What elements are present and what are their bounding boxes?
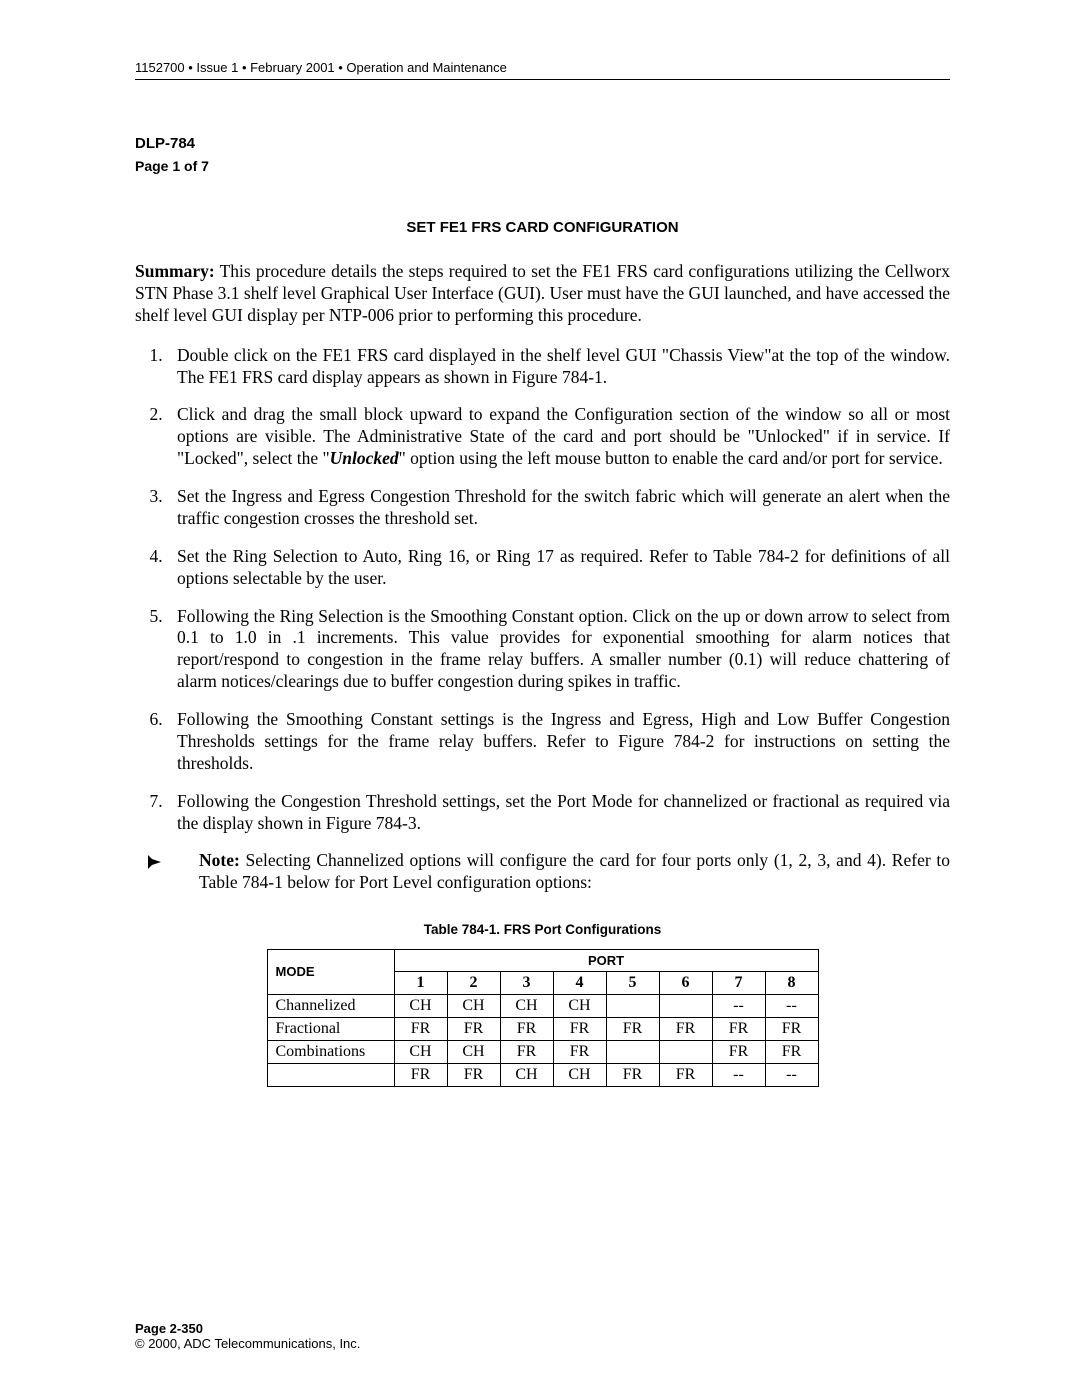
cell: FR [553, 1017, 606, 1040]
cell: CH [394, 994, 447, 1017]
cell: FR [394, 1017, 447, 1040]
note-row: Note: Selecting Channelized options will… [145, 850, 950, 894]
col-6: 6 [659, 971, 712, 994]
cell: FR [447, 1063, 500, 1086]
step-7: Following the Congestion Threshold setti… [167, 791, 950, 835]
cell: FR [712, 1040, 765, 1063]
cell: FR [606, 1017, 659, 1040]
summary-label: Summary: [135, 261, 215, 281]
dlp-code: DLP-784 [135, 135, 950, 152]
cell: CH [447, 994, 500, 1017]
cell: CH [500, 994, 553, 1017]
col-5: 5 [606, 971, 659, 994]
cell: CH [394, 1040, 447, 1063]
col-2: 2 [447, 971, 500, 994]
cell: CH [553, 1063, 606, 1086]
table-row: FR FR CH CH FR FR -- -- [267, 1063, 818, 1086]
cell [659, 1040, 712, 1063]
document-title: SET FE1 FRS CARD CONFIGURATION [135, 219, 950, 236]
step-3: Set the Ingress and Egress Congestion Th… [167, 486, 950, 530]
col-1: 1 [394, 971, 447, 994]
footer-copyright: © 2000, ADC Telecommunications, Inc. [135, 1336, 360, 1351]
table-row: Channelized CH CH CH CH -- -- [267, 994, 818, 1017]
cell: -- [765, 1063, 818, 1086]
summary-paragraph: Summary: This procedure details the step… [135, 261, 950, 327]
cell: FR [659, 1063, 712, 1086]
mode-cell: Channelized [267, 994, 394, 1017]
footer: Page 2-350 © 2000, ADC Telecommunication… [135, 1321, 360, 1351]
summary-text: This procedure details the steps require… [135, 261, 950, 325]
cell: FR [394, 1063, 447, 1086]
col-8: 8 [765, 971, 818, 994]
pointer-icon [145, 854, 161, 870]
procedure-list: Double click on the FE1 FRS card display… [135, 345, 950, 835]
note-label: Note: [199, 850, 240, 870]
cell: CH [553, 994, 606, 1017]
cell: FR [500, 1017, 553, 1040]
step-1: Double click on the FE1 FRS card display… [167, 345, 950, 389]
col-7: 7 [712, 971, 765, 994]
step-6: Following the Smoothing Constant setting… [167, 709, 950, 775]
col-4: 4 [553, 971, 606, 994]
mode-cell [267, 1063, 394, 1086]
cell: FR [606, 1063, 659, 1086]
mode-header: MODE [267, 949, 394, 994]
cell: FR [553, 1040, 606, 1063]
table-row: Fractional FR FR FR FR FR FR FR FR [267, 1017, 818, 1040]
cell: -- [765, 994, 818, 1017]
cell [659, 994, 712, 1017]
cell: FR [659, 1017, 712, 1040]
table-caption: Table 784-1. FRS Port Configurations [135, 922, 950, 937]
mode-cell: Fractional [267, 1017, 394, 1040]
note-body: Note: Selecting Channelized options will… [199, 850, 950, 894]
cell: FR [765, 1040, 818, 1063]
running-header: 1152700 • Issue 1 • February 2001 • Oper… [135, 60, 950, 80]
cell: CH [447, 1040, 500, 1063]
mode-cell: Combinations [267, 1040, 394, 1063]
port-config-table: MODE PORT 1 2 3 4 5 6 7 8 Channelized CH… [267, 949, 819, 1087]
page-count: Page 1 of 7 [135, 158, 950, 174]
step-2: Click and drag the small block upward to… [167, 404, 950, 470]
col-3: 3 [500, 971, 553, 994]
port-header: PORT [394, 949, 818, 971]
step-4: Set the Ring Selection to Auto, Ring 16,… [167, 546, 950, 590]
cell: -- [712, 994, 765, 1017]
document-page: 1152700 • Issue 1 • February 2001 • Oper… [0, 0, 1080, 1397]
step-5: Following the Ring Selection is the Smoo… [167, 606, 950, 694]
cell: CH [500, 1063, 553, 1086]
table-row: Combinations CH CH FR FR FR FR [267, 1040, 818, 1063]
step-2-unlocked: Unlocked [330, 448, 399, 468]
cell [606, 994, 659, 1017]
footer-page: Page 2-350 [135, 1321, 360, 1336]
cell [606, 1040, 659, 1063]
table-header-row: MODE PORT [267, 949, 818, 971]
cell: FR [712, 1017, 765, 1040]
cell: -- [712, 1063, 765, 1086]
note-text: Selecting Channelized options will confi… [199, 850, 950, 892]
cell: FR [765, 1017, 818, 1040]
cell: FR [447, 1017, 500, 1040]
cell: FR [500, 1040, 553, 1063]
step-2-b: " option using the left mouse button to … [399, 448, 943, 468]
